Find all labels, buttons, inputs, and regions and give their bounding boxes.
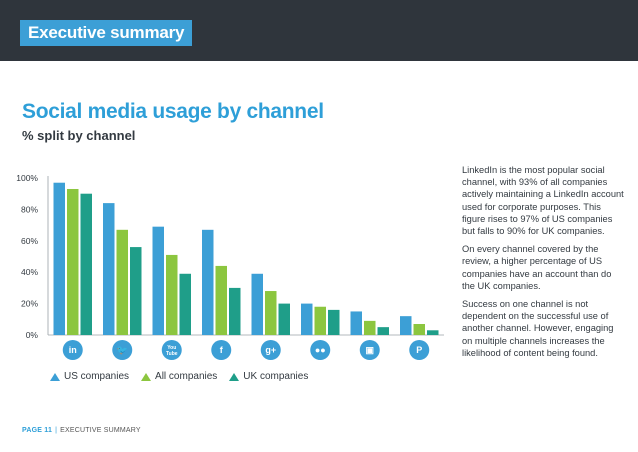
bar-us-twitter <box>103 203 115 335</box>
legend-item-uk: UK companies <box>229 371 308 382</box>
linkedin-icon-glyph: in <box>69 345 77 355</box>
bar-uk-slideshare <box>377 327 389 335</box>
bar-all-slideshare <box>364 320 376 335</box>
youtube-icon-glyph: You <box>167 345 176 351</box>
section-tag: Executive summary <box>20 20 193 46</box>
chart-legend: US companies All companies UK companies <box>50 371 308 382</box>
narrative-paragraph: On every channel covered by the review, … <box>462 244 612 291</box>
legend-label-uk: UK companies <box>243 371 309 382</box>
bar-all-facebook <box>215 265 227 335</box>
pinterest-icon-glyph: P <box>416 345 422 355</box>
page-footer: PAGE 11 | EXECUTIVE SUMMARY <box>22 427 141 434</box>
bar-all-youtube <box>166 254 178 335</box>
bar-us-pinterest <box>400 316 412 335</box>
bar-us-youtube <box>152 226 164 335</box>
bar-all-twitter <box>116 229 128 335</box>
slideshare-icon <box>359 340 380 360</box>
googleplus-icon-glyph: g+ <box>265 345 276 355</box>
bar-uk-google <box>278 303 290 335</box>
y-tick-label: 100% <box>16 173 38 183</box>
y-tick-label: 80% <box>21 204 38 214</box>
narrative-paragraph: Success on one channel is not dependent … <box>462 299 614 358</box>
pinterest-icon <box>409 340 430 360</box>
bar-all-google <box>265 291 277 335</box>
youtube-icon-glyph: Tube <box>166 351 178 357</box>
narrative-text: LinkedIn is the most popular social chan… <box>462 164 624 365</box>
bar-us-linkedin <box>53 182 65 335</box>
facebook-icon-glyph: f <box>220 345 224 355</box>
bar-uk-facebook <box>229 287 241 335</box>
legend-marker-us <box>50 372 60 381</box>
narrative-paragraph: LinkedIn is the most popular social chan… <box>462 165 624 237</box>
linkedin-icon <box>62 340 83 360</box>
bar-us-flickr <box>301 303 313 335</box>
bar-us-slideshare <box>350 311 362 335</box>
bar-us-google <box>251 273 263 335</box>
bar-all-linkedin <box>67 188 79 335</box>
footer-section: EXECUTIVE SUMMARY <box>60 427 141 434</box>
y-tick-label: 40% <box>21 267 38 277</box>
flickr-icon-glyph: ●● <box>315 345 326 355</box>
page-title: Social media usage by channel <box>22 100 324 123</box>
legend-item-all: All companies <box>141 371 217 382</box>
twitter-icon <box>112 340 133 360</box>
flickr-icon <box>310 340 331 360</box>
facebook-icon <box>211 340 232 360</box>
legend-label-all: All companies <box>155 371 218 382</box>
legend-item-us: US companies <box>50 371 129 382</box>
page-number: PAGE 11 <box>22 427 53 434</box>
bar-uk-youtube <box>179 273 191 335</box>
bar-uk-pinterest <box>427 330 439 335</box>
twitter-icon-glyph: 🐦 <box>117 345 128 355</box>
bar-all-flickr <box>314 306 326 335</box>
googleplus-icon <box>260 340 281 360</box>
bar-uk-linkedin <box>80 193 92 335</box>
y-tick-label: 20% <box>21 299 38 309</box>
bar-uk-twitter <box>130 247 142 335</box>
bar-uk-flickr <box>328 309 340 335</box>
footer-separator: | <box>55 427 58 434</box>
y-tick-label: 60% <box>21 236 38 246</box>
legend-marker-all <box>141 372 152 381</box>
y-tick-label: 0% <box>26 330 39 340</box>
bar-all-pinterest <box>413 324 425 335</box>
legend-marker-uk <box>229 372 240 381</box>
bar-us-facebook <box>202 229 214 335</box>
youtube-icon <box>161 340 182 360</box>
legend-label-us: US companies <box>64 371 130 382</box>
slideshare-icon-glyph: ▣ <box>365 345 374 355</box>
page-subtitle: % split by channel <box>22 128 136 143</box>
